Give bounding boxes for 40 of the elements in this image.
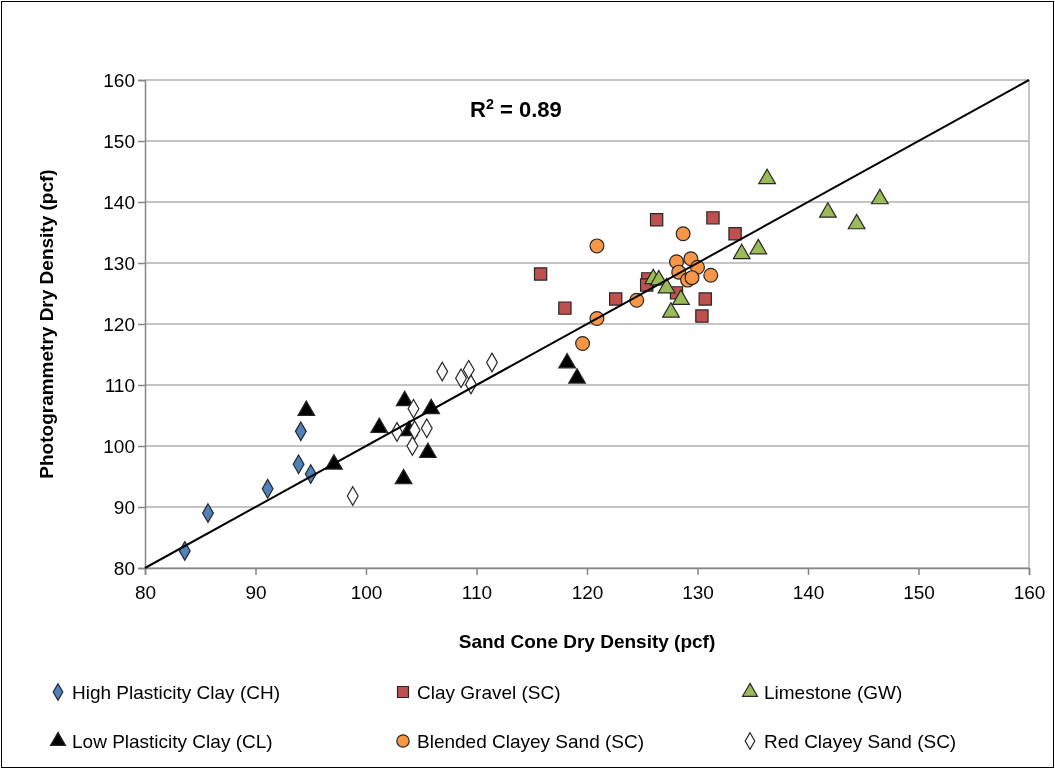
point xyxy=(575,336,591,352)
point xyxy=(695,309,709,323)
y-tick-label: 150 xyxy=(103,130,135,152)
point xyxy=(698,292,712,306)
y-tick-label: 110 xyxy=(104,374,135,396)
point xyxy=(609,292,623,306)
legend-label: Red Clayey Sand (SC) xyxy=(764,731,957,752)
point xyxy=(703,267,719,283)
point xyxy=(649,212,664,227)
legend-label: Limestone (GW) xyxy=(764,682,903,703)
x-tick-label: 130 xyxy=(682,581,714,603)
legend-label: Clay Gravel (SC) xyxy=(417,682,561,703)
y-tick-label: 120 xyxy=(103,313,135,335)
point xyxy=(706,211,720,225)
x-tick-label: 120 xyxy=(571,581,604,603)
x-tick-label: 140 xyxy=(792,581,825,603)
point xyxy=(728,227,742,241)
x-tick-label: 150 xyxy=(903,581,935,603)
x-tick-label: 100 xyxy=(350,581,383,603)
x-axis-title: Sand Cone Dry Density (pcf) xyxy=(458,631,716,652)
legend-label: High Plasticity Clay (CH) xyxy=(72,682,280,703)
y-tick-label: 90 xyxy=(113,496,135,518)
x-tick-label: 160 xyxy=(1013,581,1046,603)
y-tick-label: 100 xyxy=(103,435,135,457)
y-tick-label: 80 xyxy=(113,557,135,579)
y-tick-label: 130 xyxy=(103,252,135,274)
legend-label: Low Plasticity Clay (CL) xyxy=(72,731,273,752)
point xyxy=(589,238,605,254)
y-tick-label: 160 xyxy=(103,69,135,91)
point xyxy=(533,267,548,281)
point xyxy=(684,270,700,286)
x-tick-label: 90 xyxy=(245,581,267,603)
y-axis-title: Photogrammetry Dry Density (pcf) xyxy=(36,169,57,479)
annotation: R$^{2}$ = 0.89 xyxy=(470,96,562,122)
point xyxy=(675,226,691,242)
x-tick-label: 80 xyxy=(134,581,157,603)
point xyxy=(558,301,572,315)
y-tick-label: 140 xyxy=(103,191,135,213)
legend-label: Blended Clayey Sand (SC) xyxy=(417,731,645,752)
x-tick-label: 110 xyxy=(461,581,493,603)
